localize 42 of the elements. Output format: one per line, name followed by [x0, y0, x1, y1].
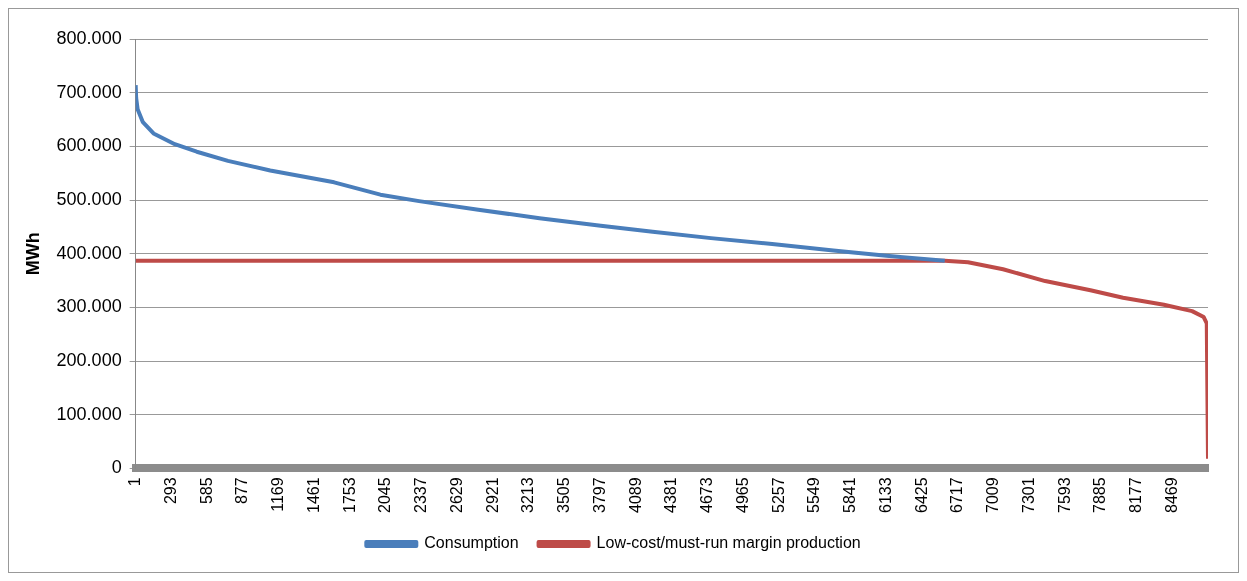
legend-label: Low-cost/must-run margin production	[596, 534, 861, 552]
x-tick-label: 4965	[733, 477, 751, 513]
x-tick-label: 2045	[376, 477, 394, 513]
x-tick-label: 5841	[841, 477, 859, 513]
y-axis-title: MWh	[22, 232, 43, 276]
x-tick-label: 3505	[555, 477, 573, 513]
y-tick-label: 800.000	[56, 27, 122, 48]
x-tick-label: 7009	[984, 477, 1002, 513]
y-tick-label: 500.000	[56, 189, 122, 209]
y-tick-label: 0	[111, 457, 122, 478]
y-tick-label: 400.000	[56, 242, 122, 263]
x-tick-label: 2629	[447, 477, 465, 513]
x-tick-label: 7301	[1019, 477, 1037, 513]
y-tick-label: 700.000	[56, 81, 122, 102]
x-tick-label: 1461	[304, 477, 322, 513]
x-tick-label: 1169	[269, 477, 287, 512]
x-tick-label: 7885	[1091, 477, 1109, 513]
x-tick-label: 3797	[590, 477, 608, 513]
x-tick-label: 5257	[769, 477, 787, 513]
x-tick-label: 2921	[483, 477, 501, 513]
y-tick-label: 300.000	[56, 296, 122, 317]
x-tick-label: 1753	[340, 477, 358, 513]
x-tick-label: 877	[233, 477, 251, 505]
y-tick-label: 600.000	[56, 135, 122, 156]
x-tick-label: 6425	[912, 477, 930, 513]
x-tick-label: 8469	[1162, 477, 1180, 513]
x-tick-label: 3213	[519, 477, 537, 513]
x-tick-label: 4673	[698, 477, 716, 513]
y-tick-label: 200.000	[56, 350, 122, 371]
x-tick-label: 4089	[626, 477, 644, 513]
x-tick-label: 6133	[876, 477, 894, 513]
x-tick-label: 293	[161, 477, 179, 505]
x-tick-label: 4381	[662, 477, 680, 513]
x-tick-label: 7593	[1055, 477, 1073, 513]
legend-label: Consumption	[424, 534, 519, 552]
x-tick-label: 5549	[805, 477, 823, 513]
x-tick-label: 2337	[412, 477, 430, 513]
x-tick-label: 585	[197, 477, 215, 505]
x-tick-label: 1	[126, 477, 144, 487]
y-tick-label: 100.000	[56, 403, 122, 424]
x-tick-label: 8177	[1127, 477, 1145, 513]
x-tick-label: 6717	[948, 477, 966, 513]
